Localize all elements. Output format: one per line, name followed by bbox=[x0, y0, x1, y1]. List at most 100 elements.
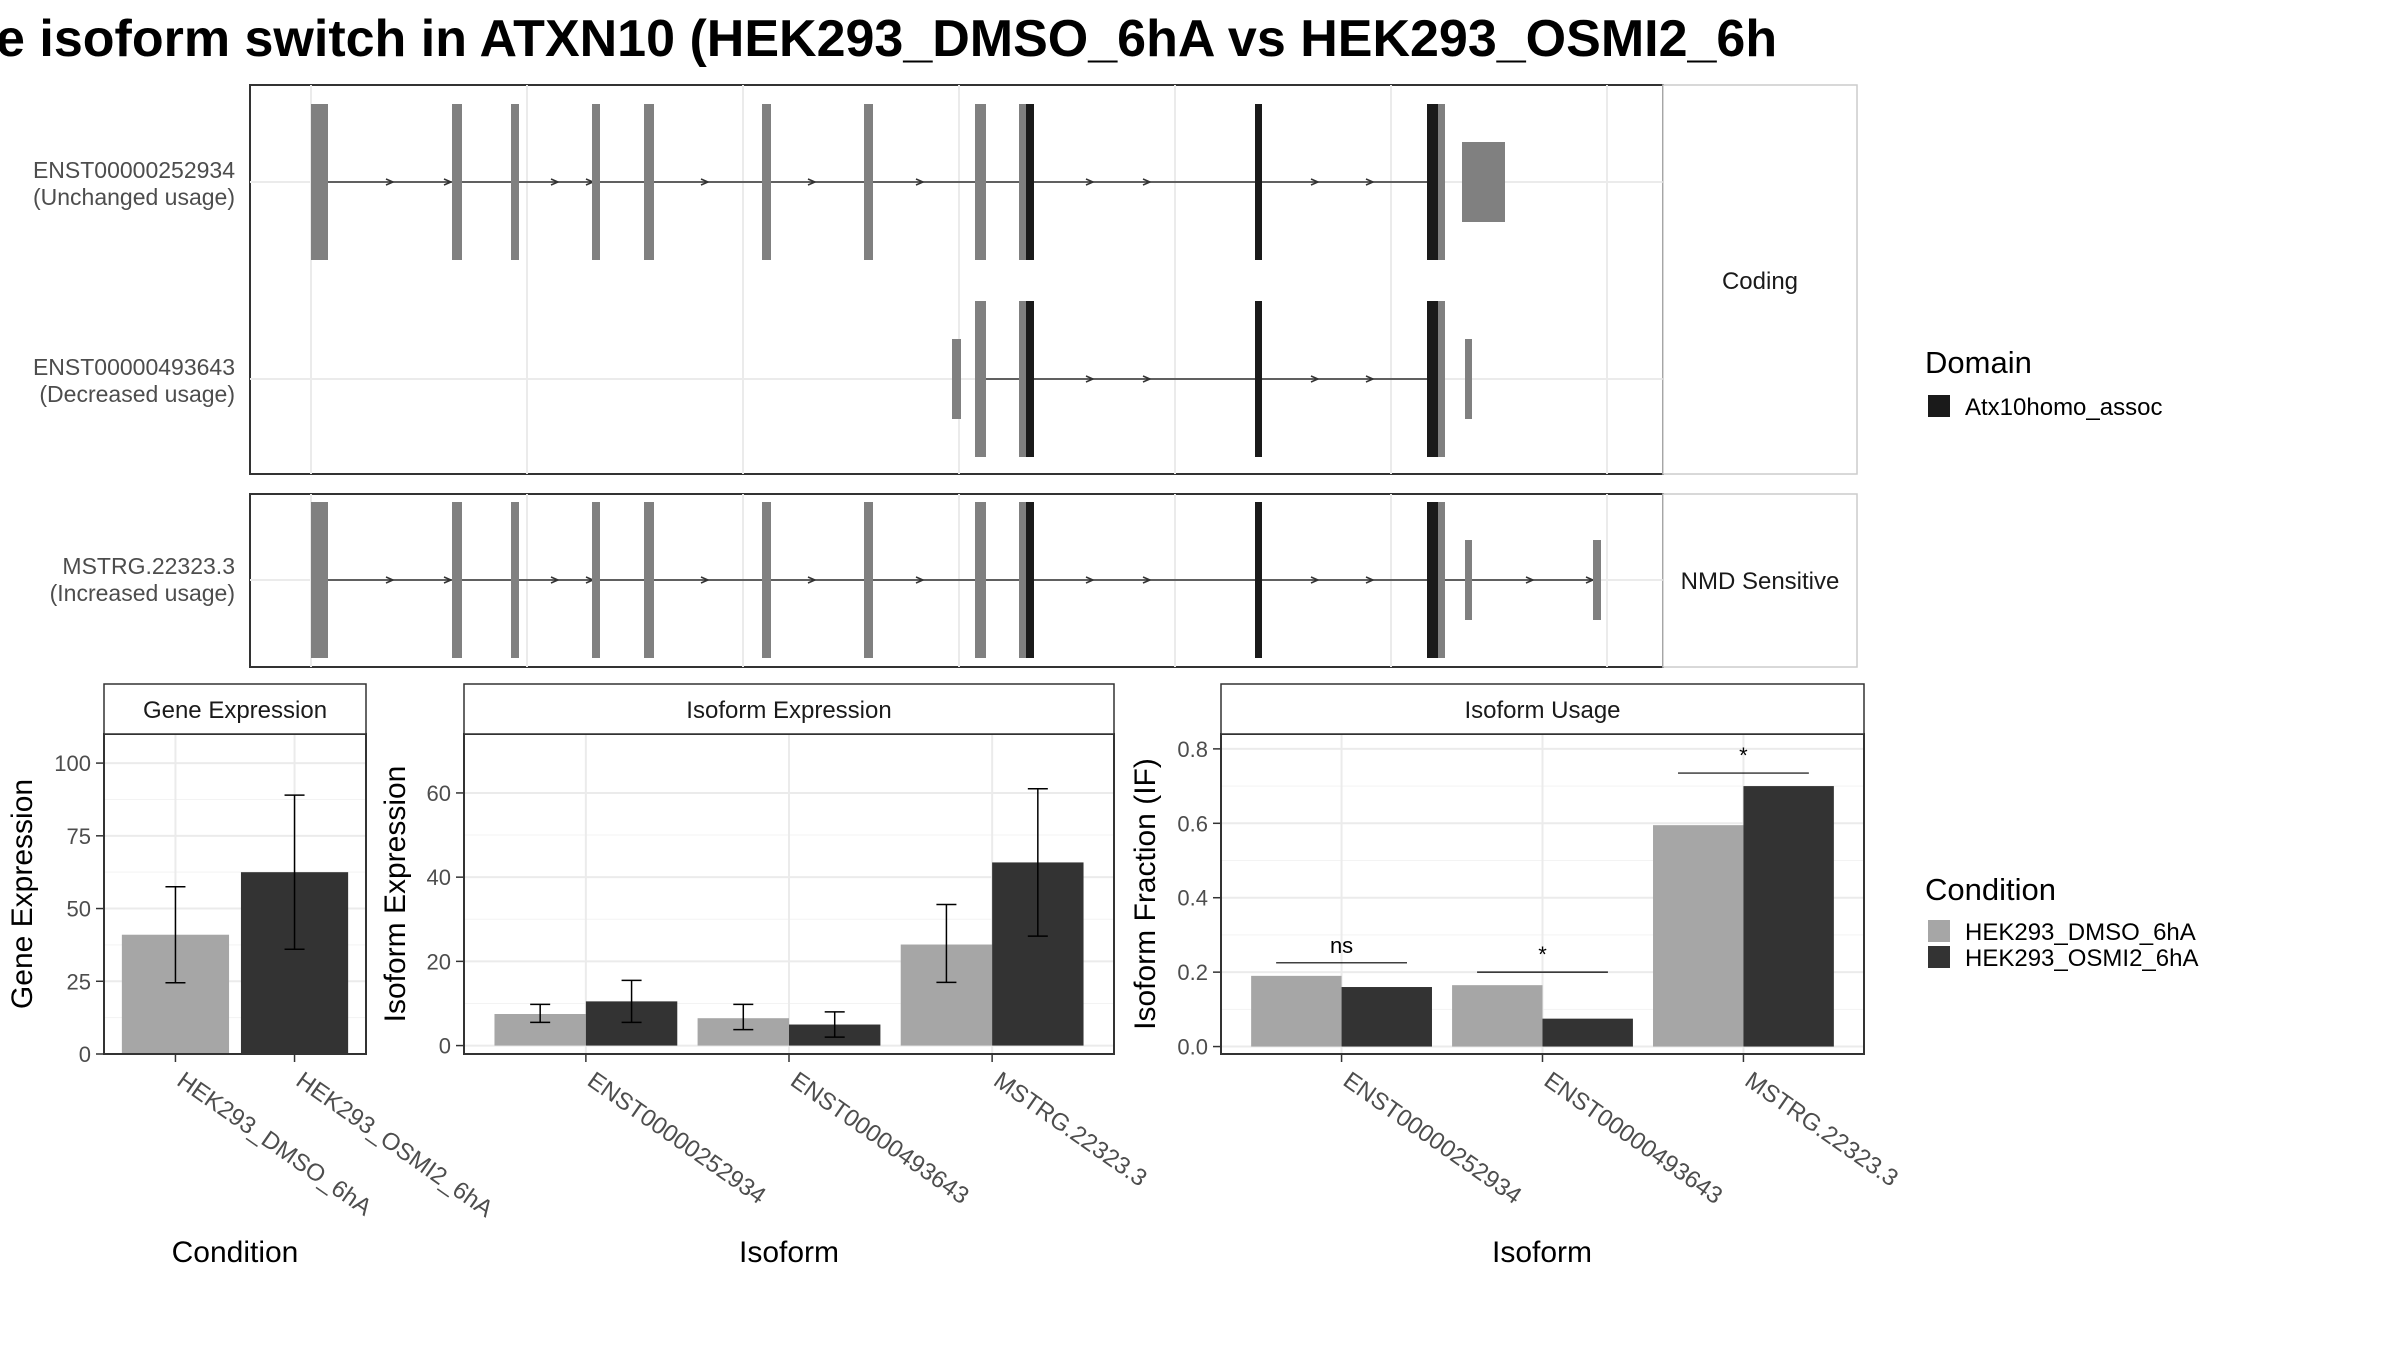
exon bbox=[762, 104, 771, 260]
transcript-label: MSTRG.22323.3 bbox=[62, 553, 235, 579]
direction-arrow bbox=[385, 576, 395, 584]
legend-key bbox=[1928, 920, 1950, 942]
direction-arrow bbox=[1142, 576, 1152, 584]
transcript-usage-label: (Unchanged usage) bbox=[33, 184, 235, 210]
domain-atx10homo-assoc bbox=[1427, 502, 1438, 658]
strip-label-nmd: NMD Sensitive bbox=[1681, 568, 1840, 595]
y-tick-label: 0.2 bbox=[1177, 960, 1208, 985]
bar bbox=[1542, 1018, 1633, 1047]
exon bbox=[1019, 301, 1027, 457]
domain-atx10homo-assoc bbox=[1255, 301, 1262, 457]
direction-arrow bbox=[1085, 576, 1095, 584]
exon bbox=[1019, 502, 1027, 658]
chart-title: Isoform Expression bbox=[686, 697, 891, 724]
exon bbox=[644, 502, 654, 658]
exon bbox=[1465, 540, 1472, 620]
direction-arrow bbox=[1365, 375, 1375, 383]
y-axis-title: Isoform Expression bbox=[379, 766, 412, 1023]
y-tick-label: 0.0 bbox=[1177, 1035, 1208, 1060]
x-tick-label: HEK293_OSMI2_6hA bbox=[291, 1067, 498, 1223]
exon bbox=[592, 502, 600, 658]
y-tick-label: 50 bbox=[67, 897, 91, 922]
direction-arrow bbox=[1310, 178, 1320, 186]
domain-atx10homo-assoc bbox=[1026, 104, 1034, 260]
direction-arrow bbox=[443, 178, 453, 186]
exon bbox=[644, 104, 654, 260]
x-tick-label: ENST00000493643 bbox=[1539, 1067, 1727, 1210]
direction-arrow bbox=[807, 576, 817, 584]
transcript-track-enst00000493643 bbox=[952, 301, 1472, 457]
exon bbox=[762, 502, 771, 658]
y-tick-label: 20 bbox=[427, 949, 451, 974]
direction-arrow bbox=[1365, 576, 1375, 584]
utr-block bbox=[1462, 142, 1505, 222]
bar bbox=[1452, 985, 1543, 1047]
y-tick-label: 60 bbox=[427, 781, 451, 806]
direction-arrow bbox=[1085, 178, 1095, 186]
y-axis-title: Isoform Fraction (IF) bbox=[1129, 758, 1162, 1030]
exon bbox=[511, 104, 519, 260]
x-tick-label: ENST00000252934 bbox=[582, 1067, 770, 1210]
direction-arrow bbox=[385, 178, 395, 186]
exon bbox=[592, 104, 600, 260]
exon bbox=[975, 301, 986, 457]
exon bbox=[1437, 301, 1445, 457]
legend-title: Condition bbox=[1925, 872, 2056, 907]
direction-arrow bbox=[1310, 375, 1320, 383]
y-tick-label: 75 bbox=[67, 824, 91, 849]
chart-title: Gene Expression bbox=[143, 697, 327, 724]
strip-background bbox=[463, 683, 1115, 735]
domain-atx10homo-assoc bbox=[1255, 502, 1262, 658]
domain-atx10homo-assoc bbox=[1427, 104, 1438, 260]
strip-label-coding: Coding bbox=[1722, 268, 1798, 295]
legend-key bbox=[1928, 946, 1950, 968]
exon bbox=[1437, 502, 1445, 658]
x-tick-label: ENST00000493643 bbox=[786, 1067, 974, 1210]
significance-label: * bbox=[1739, 743, 1748, 768]
y-tick-label: 0 bbox=[79, 1042, 91, 1067]
exon bbox=[1593, 540, 1601, 620]
strip-background bbox=[103, 683, 367, 735]
x-axis-title: Condition bbox=[172, 1236, 299, 1269]
plot-title: e isoform switch in ATXN10 (HEK293_DMSO_… bbox=[0, 10, 1777, 68]
domain-atx10homo-assoc bbox=[1427, 301, 1438, 457]
utr-block bbox=[952, 339, 961, 419]
significance-label: ns bbox=[1330, 933, 1353, 958]
transcript-label: ENST00000493643 bbox=[33, 354, 235, 380]
exon bbox=[975, 104, 986, 260]
significance-label: * bbox=[1538, 942, 1547, 967]
bar bbox=[1743, 786, 1834, 1047]
legend-label: HEK293_OSMI2_6hA bbox=[1965, 945, 2198, 972]
transcript-track-mstrg-22323-3 bbox=[311, 502, 1601, 658]
direction-arrow bbox=[550, 178, 560, 186]
direction-arrow bbox=[807, 178, 817, 186]
transcript-usage-label: (Increased usage) bbox=[50, 580, 235, 606]
exon bbox=[864, 502, 873, 658]
y-tick-label: 40 bbox=[427, 865, 451, 890]
structure-panel-nmd: NMD Sensitive MSTRG.22323.3 (Increased u… bbox=[50, 493, 1858, 668]
exon bbox=[311, 104, 328, 260]
direction-arrow bbox=[700, 178, 710, 186]
transcript-label: ENST00000252934 bbox=[33, 157, 235, 183]
direction-arrow bbox=[550, 576, 560, 584]
bar bbox=[1653, 825, 1744, 1047]
chart-gene-expression: Gene Expression 0 25 50 75 100 HEK293_DMSO_6hA… bbox=[6, 683, 498, 1269]
x-tick-label: MSTRG.22323.3 bbox=[1740, 1067, 1903, 1192]
direction-arrow bbox=[1525, 576, 1535, 584]
chart-isoform-expression: Isoform Expression 0 20 40 60 ENST00000252934… bbox=[379, 683, 1152, 1269]
y-axis-title: Gene Expression bbox=[6, 779, 39, 1009]
exon bbox=[511, 502, 519, 658]
y-tick-label: 0.8 bbox=[1177, 737, 1208, 762]
transcript-track-enst00000252934 bbox=[311, 104, 1505, 260]
y-tick-label: 0 bbox=[439, 1034, 451, 1059]
bar bbox=[1341, 987, 1432, 1047]
exon bbox=[452, 104, 462, 260]
structure-panel-coding: Coding ENST00000252934 (Unchanged usage)… bbox=[33, 84, 1858, 475]
y-tick-label: 100 bbox=[54, 751, 91, 776]
x-tick-label: MSTRG.22323.3 bbox=[989, 1067, 1152, 1192]
x-tick-label: HEK293_DMSO_6hA bbox=[172, 1067, 377, 1221]
x-axis-title: Isoform bbox=[739, 1236, 839, 1269]
legend-label: Atx10homo_assoc bbox=[1965, 394, 2162, 421]
direction-arrow bbox=[1365, 178, 1375, 186]
y-tick-label: 0.6 bbox=[1177, 811, 1208, 836]
